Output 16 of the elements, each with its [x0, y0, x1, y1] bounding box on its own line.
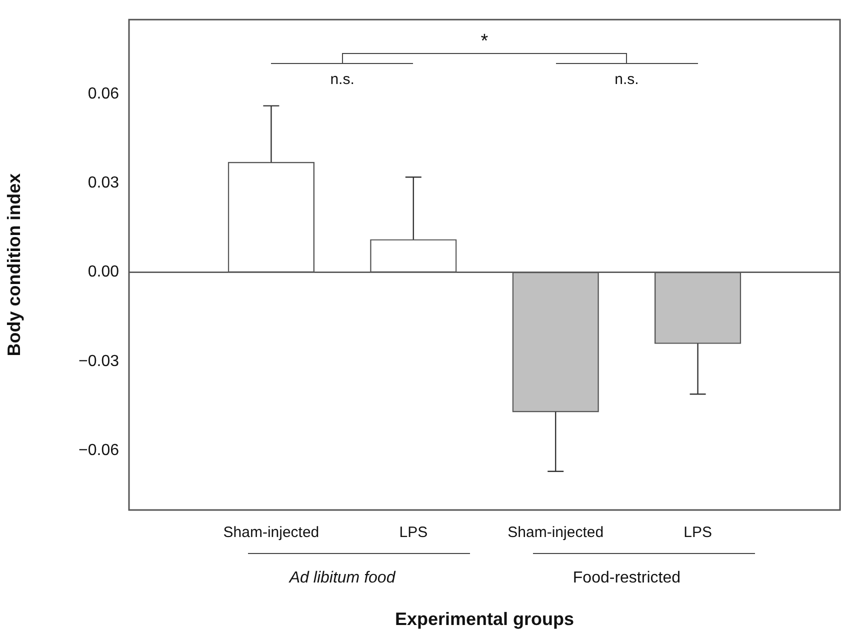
x-tick-label: Sham-injected [223, 524, 320, 542]
y-tick-label: 0.00 [88, 264, 120, 281]
y-tick-label: −0.03 [78, 352, 120, 370]
y-tick-label: 0.03 [88, 174, 120, 192]
x-axis-title: Experimental groups [394, 609, 574, 630]
annotation: n.s. [614, 71, 639, 88]
annotation: * [480, 31, 489, 52]
x-tick-label: LPS [684, 524, 712, 542]
text: Ad libitum food [288, 569, 396, 586]
x-tick-label: LPS [399, 524, 428, 542]
annotation: n.s. [330, 71, 354, 88]
y-axis-title: Body condition index [4, 173, 24, 356]
text: Food-restricted [572, 569, 680, 586]
y-tick-label: −0.06 [78, 442, 120, 459]
y-tick-label: 0.06 [88, 85, 120, 102]
x-tick-label: Sham-injected [508, 524, 604, 542]
